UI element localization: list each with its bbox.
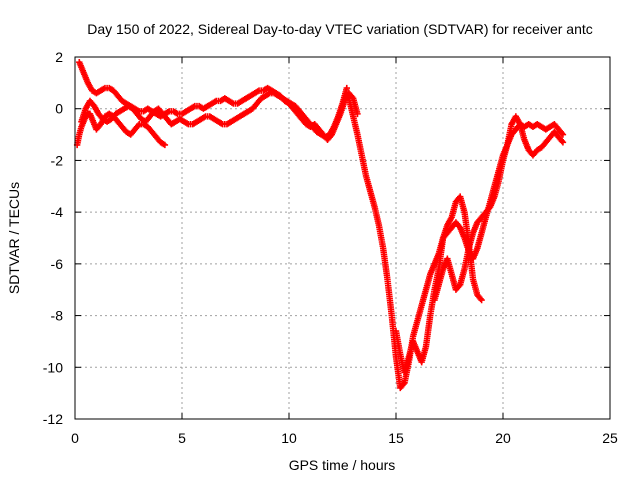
y-tick-label: -12	[43, 411, 63, 427]
data-point	[478, 296, 485, 304]
x-tick-label: 25	[602, 430, 618, 446]
data-point	[455, 282, 463, 290]
data-point	[161, 141, 169, 149]
y-tick-label: -2	[51, 152, 64, 168]
series-track-4	[345, 95, 567, 392]
y-tick-label: 0	[55, 101, 63, 117]
plot-frame	[74, 56, 611, 420]
data-point	[134, 122, 142, 129]
grid	[75, 57, 610, 419]
x-tick-label: 20	[495, 430, 511, 446]
x-tick-label: 15	[388, 430, 404, 446]
series-track-1	[73, 110, 169, 149]
x-tick-label: 10	[281, 430, 297, 446]
data-point	[477, 295, 484, 302]
data-point	[400, 380, 407, 388]
data-point	[559, 131, 567, 138]
y-tick-label: 2	[55, 49, 63, 65]
data-point	[558, 137, 566, 145]
y-tick-label: -10	[43, 359, 63, 375]
y-tick-label: -4	[51, 204, 64, 220]
x-tick-label: 0	[71, 430, 79, 446]
x-tick-label: 5	[178, 430, 186, 446]
series-track-6	[431, 113, 567, 304]
x-axis-label: GPS time / hours	[289, 457, 396, 473]
data-marks	[73, 58, 567, 392]
data-point	[348, 93, 356, 101]
data-point	[559, 139, 567, 146]
y-axis-label: SDTVAR / TECUs	[6, 182, 22, 294]
chart-title: Day 150 of 2022, Sidereal Day-to-day VTE…	[87, 21, 593, 37]
y-tick-label: -8	[51, 308, 64, 324]
y-tick-label: -6	[51, 256, 64, 272]
data-point	[343, 84, 350, 92]
series-track-3	[78, 84, 350, 141]
data-point	[558, 130, 566, 137]
